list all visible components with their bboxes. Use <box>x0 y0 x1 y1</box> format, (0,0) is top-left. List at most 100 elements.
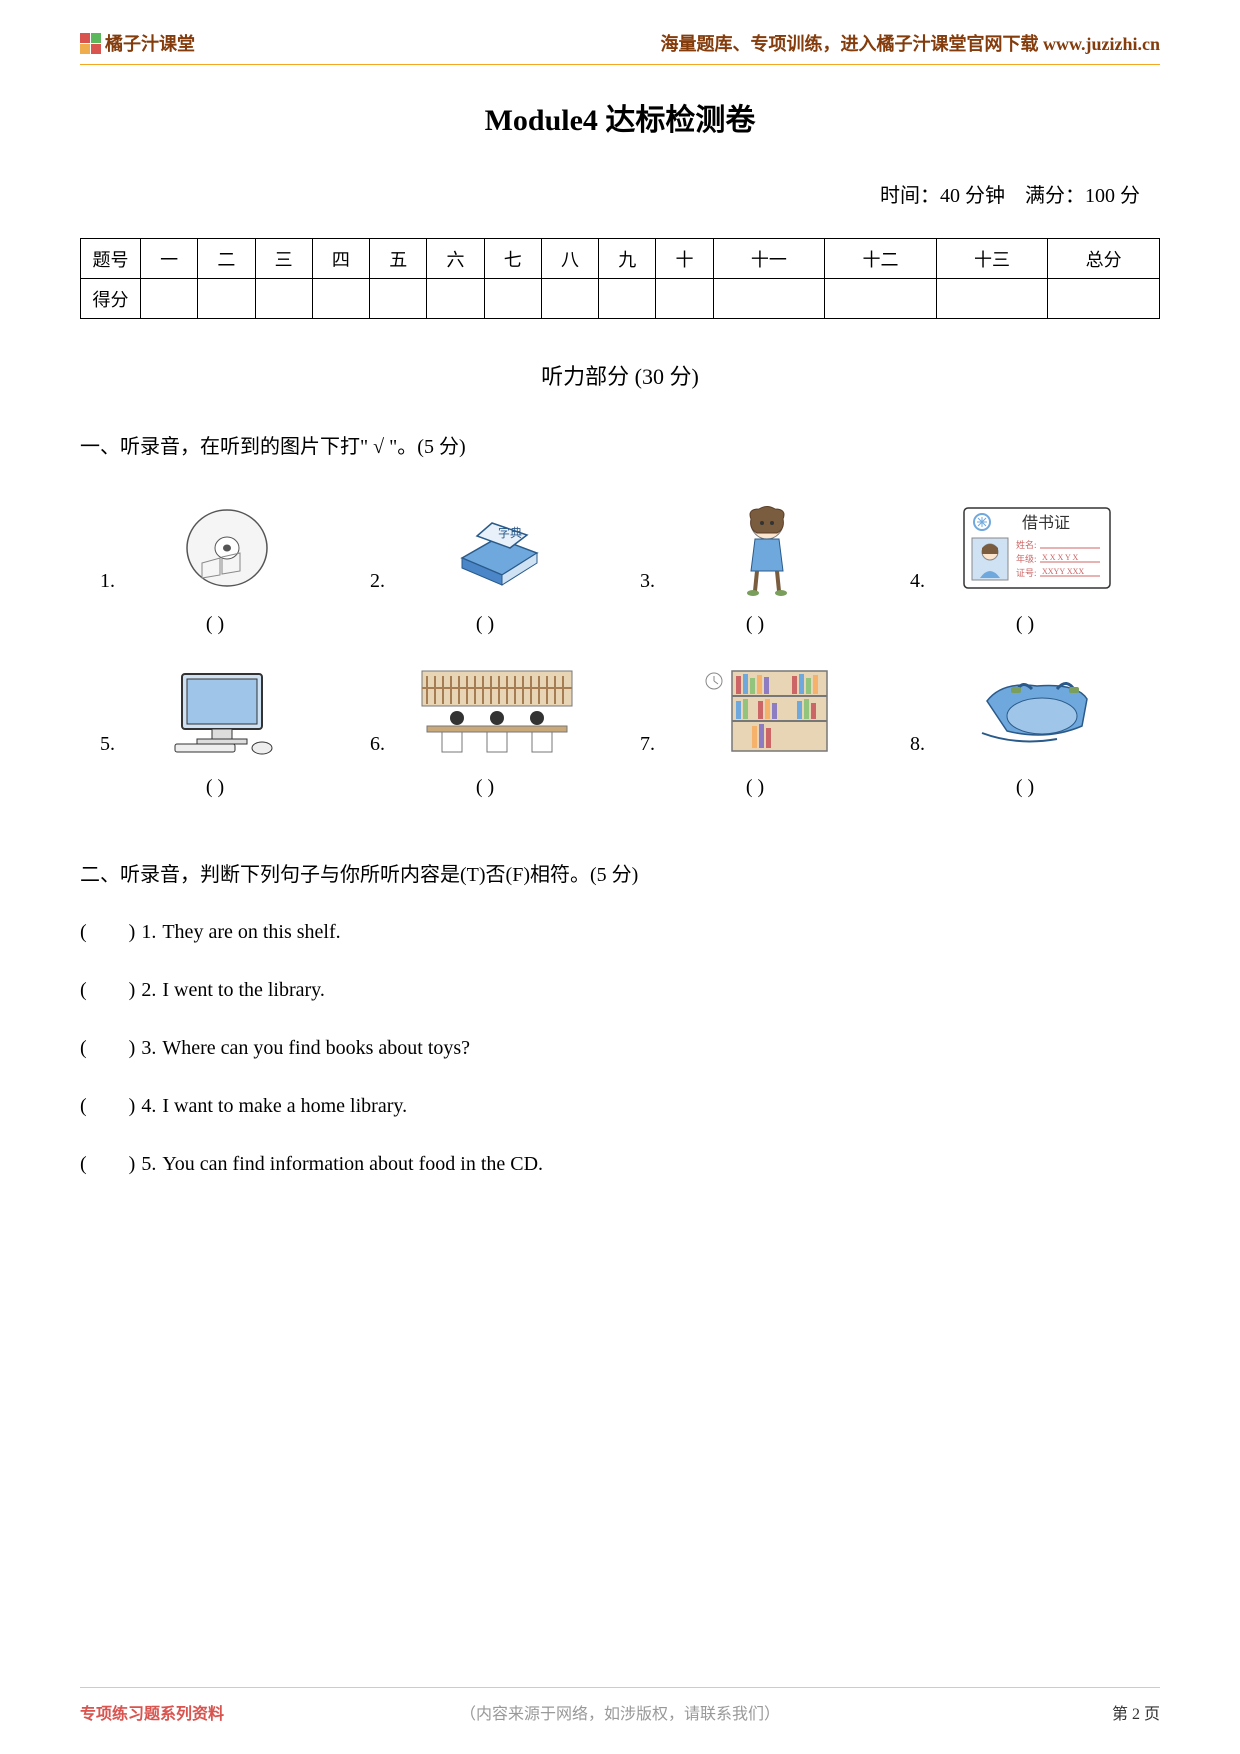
item-text: They are on this shelf. <box>162 921 340 944</box>
svg-text:姓名:: 姓名: <box>1016 539 1037 550</box>
table-row: 得分 <box>81 279 1160 319</box>
paren-close: ) <box>129 921 136 944</box>
item-text: Where can you find books about toys? <box>162 1037 470 1060</box>
page-header: 橘子汁课堂 海量题库、专项训练，进入橘子汁课堂官网下载 www.juzizhi.… <box>80 30 1160 65</box>
q2-item: ( ) 1. They are on this shelf. <box>80 921 1160 944</box>
footer-prefix: 第 <box>1112 1706 1132 1723</box>
item-num: 4. <box>141 1095 156 1118</box>
item-num: 2. <box>370 570 385 593</box>
q1-heading: 一、听录音，在听到的图片下打" √ "。(5 分) <box>80 431 1160 463</box>
answer-paren[interactable]: ( ) <box>640 776 870 799</box>
bookshelf-icon <box>663 666 870 756</box>
time-label: 时间： <box>880 185 940 207</box>
col-header: 四 <box>312 239 369 279</box>
col-header: 三 <box>255 239 312 279</box>
full-value: 100 分 <box>1085 185 1140 207</box>
q1-item: 8. ( ) <box>910 656 1140 799</box>
listening-section-title: 听力部分 (30 分) <box>80 359 1160 391</box>
paren-open: ( <box>80 1095 87 1118</box>
item-num: 1. <box>141 921 156 944</box>
answer-paren[interactable]: ( ) <box>100 613 330 636</box>
paren-open: ( <box>80 921 87 944</box>
library-desks-icon <box>393 666 600 756</box>
col-header: 一 <box>141 239 198 279</box>
item-num: 1. <box>100 570 115 593</box>
footer-right: 第 2 页 <box>1112 1700 1160 1724</box>
item-text: I want to make a home library. <box>162 1095 407 1118</box>
paren-close: ) <box>129 1037 136 1060</box>
q2-item: ( ) 5. You can find information about fo… <box>80 1153 1160 1176</box>
svg-text:X X X Y X: X X X Y X <box>1042 553 1079 562</box>
row-label: 得分 <box>81 279 141 319</box>
cd-icon <box>123 503 330 593</box>
q1-grid: 1. ( ) 2. <box>80 493 1160 799</box>
answer-paren[interactable]: ( ) <box>910 613 1140 636</box>
item-text: You can find information about food in t… <box>162 1153 543 1176</box>
col-header: 总分 <box>1048 239 1160 279</box>
item-num: 5. <box>100 733 115 756</box>
answer-paren[interactable]: ( ) <box>910 776 1140 799</box>
meta-line: 时间：40 分钟 满分：100 分 <box>80 179 1160 208</box>
q1-item: 5. ( ) <box>100 656 330 799</box>
q1-item: 2. 字典 ( ) <box>370 493 600 636</box>
page-title: Module4 达标检测卷 <box>80 95 1160 139</box>
q2-item: ( ) 4. I want to make a home library. <box>80 1095 1160 1118</box>
paren-open: ( <box>80 1037 87 1060</box>
q1-item: 1. ( ) <box>100 493 330 636</box>
item-num: 7. <box>640 733 655 756</box>
answer-paren[interactable]: ( ) <box>640 613 870 636</box>
paren-open: ( <box>80 979 87 1002</box>
q1-item: 7. ( ) <box>640 656 870 799</box>
footer-suffix: 页 <box>1140 1706 1160 1723</box>
col-header: 十一 <box>713 239 825 279</box>
col-header: 五 <box>370 239 427 279</box>
paren-close: ) <box>129 1153 136 1176</box>
logo-icon <box>80 33 101 54</box>
q1-item: 6. ( ) <box>370 656 600 799</box>
item-num: 3. <box>141 1037 156 1060</box>
svg-text:XXYY XXX: XXYY XXX <box>1042 567 1084 576</box>
svg-text:年级:: 年级: <box>1016 553 1037 564</box>
item-num: 3. <box>640 570 655 593</box>
item-num: 5. <box>141 1153 156 1176</box>
logo: 橘子汁课堂 <box>80 30 195 56</box>
q2-list: ( ) 1. They are on this shelf. ( ) 2. I … <box>80 921 1160 1176</box>
col-header: 十二 <box>825 239 937 279</box>
header-link: 海量题库、专项训练，进入橘子汁课堂官网下载 www.juzizhi.cn <box>661 30 1161 56</box>
page-footer: 专项练习题系列资料 （内容来源于网络，如涉版权，请联系我们） 第 2 页 <box>80 1687 1160 1724</box>
col-header: 八 <box>541 239 598 279</box>
q1-item: 3. ( ) <box>640 493 870 636</box>
item-num: 6. <box>370 733 385 756</box>
item-num: 8. <box>910 733 925 756</box>
library-card-icon: 借书证 姓名: 年级: X X X Y X 证号: XXYY XXX <box>933 503 1140 593</box>
footer-mid: （内容来源于网络，如涉版权，请联系我们） <box>460 1700 780 1724</box>
answer-paren[interactable]: ( ) <box>370 613 600 636</box>
answer-paren[interactable]: ( ) <box>100 776 330 799</box>
logo-text: 橘子汁课堂 <box>105 30 195 56</box>
dictionary-icon: 字典 <box>393 503 600 593</box>
schoolbag-icon <box>933 666 1140 756</box>
time-value: 40 分钟 <box>940 185 1005 207</box>
col-header: 九 <box>599 239 656 279</box>
score-table: 题号 一 二 三 四 五 六 七 八 九 十 十一 十二 十三 总分 得分 <box>80 238 1160 319</box>
col-header: 七 <box>484 239 541 279</box>
item-text: I went to the library. <box>162 979 325 1002</box>
col-header: 二 <box>198 239 255 279</box>
col-header: 十三 <box>936 239 1048 279</box>
q1-item: 4. 借书证 姓名: 年级: X X X Y X 证号: <box>910 493 1140 636</box>
q2-heading: 二、听录音，判断下列句子与你所听内容是(T)否(F)相符。(5 分) <box>80 859 1160 891</box>
paren-open: ( <box>80 1153 87 1176</box>
col-header: 十 <box>656 239 713 279</box>
q2-item: ( ) 2. I went to the library. <box>80 979 1160 1002</box>
item-num: 2. <box>141 979 156 1002</box>
svg-text:字典: 字典 <box>498 525 522 540</box>
computer-icon <box>123 666 330 756</box>
item-num: 4. <box>910 570 925 593</box>
answer-paren[interactable]: ( ) <box>370 776 600 799</box>
paren-close: ) <box>129 1095 136 1118</box>
svg-text:借书证: 借书证 <box>1022 514 1070 532</box>
paren-close: ) <box>129 979 136 1002</box>
girl-icon <box>663 503 870 593</box>
row-label: 题号 <box>81 239 141 279</box>
footer-left: 专项练习题系列资料 <box>80 1700 224 1724</box>
